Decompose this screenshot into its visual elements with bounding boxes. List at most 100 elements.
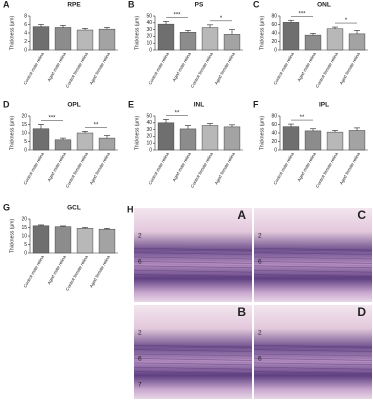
error-bar bbox=[288, 123, 294, 127]
chart-title: ONL bbox=[317, 2, 331, 9]
panel-letter: A bbox=[3, 0, 10, 9]
tissue-texture bbox=[253, 256, 373, 260]
y-tick-label: 0 bbox=[24, 47, 27, 53]
tissue-texture bbox=[253, 358, 373, 361]
x-tick-label: Aged male retina bbox=[171, 51, 192, 82]
y-tick-label: 10 bbox=[146, 141, 152, 147]
tissue-texture bbox=[253, 269, 373, 273]
error-bar bbox=[207, 24, 213, 28]
x-tick-label: Aged male retina bbox=[171, 151, 192, 182]
y-tick-label: 30 bbox=[146, 127, 152, 133]
bar bbox=[179, 32, 197, 51]
error-bar bbox=[60, 225, 66, 227]
bar bbox=[32, 225, 50, 254]
tissue-texture bbox=[133, 247, 253, 251]
panel-letter: D bbox=[3, 99, 10, 109]
error-bar bbox=[332, 130, 338, 133]
tissue-texture bbox=[133, 252, 253, 255]
y-tick-label: 6 bbox=[24, 22, 27, 28]
error-bar bbox=[288, 19, 294, 23]
error-bar bbox=[185, 125, 191, 129]
chart-title: IPL bbox=[319, 102, 329, 109]
layer-label: 6 bbox=[258, 259, 262, 266]
tissue-texture bbox=[133, 269, 253, 273]
tissue-texture bbox=[133, 344, 253, 348]
bar bbox=[223, 126, 241, 151]
error-bar bbox=[104, 135, 110, 139]
tissue-texture bbox=[253, 272, 373, 275]
y-tick-label: 40 bbox=[271, 30, 277, 36]
y-axis-label: Thickness (µm) bbox=[134, 16, 140, 51]
tissue-texture bbox=[133, 267, 253, 271]
error-bar bbox=[229, 124, 235, 127]
layer-label: 6 bbox=[258, 356, 262, 363]
y-tick-label: 4 bbox=[24, 30, 27, 36]
tissue-texture bbox=[253, 369, 373, 372]
tissue-texture bbox=[253, 274, 373, 277]
bar bbox=[98, 137, 116, 151]
tissue-texture bbox=[133, 272, 253, 275]
x-tick-label: Control male retina bbox=[147, 151, 170, 185]
x-tick-label: Control male retina bbox=[272, 51, 295, 85]
bar bbox=[304, 34, 322, 51]
bar bbox=[157, 122, 175, 151]
tissue-texture bbox=[133, 254, 253, 258]
layer-label: 2 bbox=[138, 233, 142, 240]
bar bbox=[348, 33, 366, 51]
error-bar bbox=[207, 123, 213, 126]
y-axis-label: Thickness (µm) bbox=[259, 16, 265, 51]
tissue-texture bbox=[133, 358, 253, 361]
error-bar bbox=[38, 224, 44, 226]
tissue-texture bbox=[253, 258, 373, 262]
bar bbox=[157, 23, 175, 51]
chart-title: OPL bbox=[67, 102, 80, 109]
tissue-texture bbox=[133, 353, 253, 357]
tissue-texture bbox=[253, 349, 373, 352]
panel-letter: E bbox=[128, 99, 134, 109]
x-tick-label: Aged female retina bbox=[88, 151, 111, 185]
chart-title: RPE bbox=[67, 2, 81, 9]
error-bar bbox=[163, 119, 169, 123]
chart-title: PS bbox=[195, 2, 204, 9]
x-tick-label: Aged male retina bbox=[296, 51, 317, 82]
tissue-texture bbox=[253, 360, 373, 363]
panel-letter: H bbox=[127, 204, 134, 214]
tissue-texture bbox=[133, 265, 253, 269]
x-tick-label: Control female retina bbox=[315, 151, 340, 189]
x-tick-label: Aged male retina bbox=[46, 51, 67, 82]
y-tick-label: 15 bbox=[21, 122, 27, 128]
x-tick-label: Aged female retina bbox=[213, 51, 236, 85]
y-tick-label: 80 bbox=[271, 113, 277, 119]
x-tick-label: Control female retina bbox=[190, 51, 215, 89]
error-bar bbox=[38, 24, 44, 27]
y-axis-label: Thickness (µm) bbox=[9, 219, 15, 254]
x-tick-label: Control female retina bbox=[65, 254, 90, 292]
bar bbox=[54, 226, 72, 254]
y-tick-label: 20 bbox=[146, 34, 152, 40]
error-bar bbox=[354, 127, 360, 131]
tissue-texture bbox=[253, 254, 373, 258]
error-bar bbox=[82, 227, 88, 229]
x-tick-label: Aged female retina bbox=[213, 151, 236, 185]
bar bbox=[32, 26, 50, 51]
subpanel-letter: D bbox=[357, 305, 366, 319]
error-bar bbox=[82, 131, 88, 133]
tissue-texture bbox=[253, 353, 373, 357]
tissue-texture bbox=[253, 245, 373, 249]
layer-label: 2 bbox=[138, 330, 142, 337]
x-tick-label: Control male retina bbox=[22, 151, 45, 185]
tissue-texture bbox=[133, 347, 253, 350]
layer-label: 6 bbox=[138, 259, 142, 266]
tissue-texture bbox=[253, 342, 373, 346]
x-tick-label: Control male retina bbox=[22, 51, 45, 85]
y-tick-label: 5 bbox=[24, 139, 27, 145]
error-bar bbox=[332, 26, 338, 29]
y-tick-label: 20 bbox=[21, 216, 27, 222]
tissue-texture bbox=[133, 362, 253, 366]
bar bbox=[223, 34, 241, 51]
bar bbox=[32, 128, 50, 151]
tissue-texture bbox=[253, 351, 373, 355]
error-bar bbox=[229, 29, 235, 35]
layer-label: 2 bbox=[258, 330, 262, 337]
